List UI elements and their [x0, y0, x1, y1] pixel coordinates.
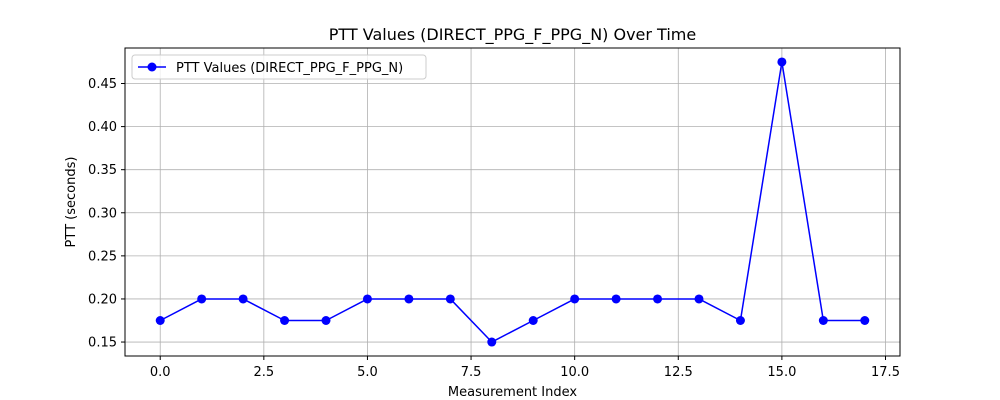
data-point [528, 315, 538, 325]
y-tick-label: 0.35 [88, 163, 117, 178]
data-point [611, 294, 621, 304]
x-tick-label: 10.0 [560, 365, 589, 380]
data-point [653, 294, 663, 304]
data-point [694, 294, 704, 304]
y-tick-label: 0.20 [88, 292, 117, 307]
x-axis-label: Measurement Index [448, 385, 577, 400]
legend-box [131, 54, 427, 80]
x-tick-label: 2.5 [253, 365, 274, 380]
data-point [362, 294, 372, 304]
y-axis-label: PTT (seconds) [64, 157, 79, 248]
data-point [445, 294, 455, 304]
data-point [487, 337, 497, 347]
data-point [404, 294, 414, 304]
y-tick-label: 0.40 [88, 120, 117, 135]
y-tick-label: 0.15 [88, 336, 117, 351]
x-axis-ticks: 0.0 2.5 5.0 7.5 10.0 12.5 15.0 17.5 [150, 356, 900, 380]
chart-title: PTT Values (DIRECT_PPG_F_PPG_N) Over Tim… [329, 25, 696, 45]
y-tick-label: 0.25 [88, 249, 117, 264]
x-tick-label: 0.0 [150, 365, 171, 380]
data-point [280, 315, 290, 325]
x-tick-label: 12.5 [664, 365, 693, 380]
series-line [159, 61, 865, 343]
data-point [238, 294, 248, 304]
x-tick-label: 5.0 [357, 365, 378, 380]
data-point [735, 315, 745, 325]
legend: PTT Values (DIRECT_PPG_F_PPG_N) [131, 54, 427, 80]
legend-label: PTT Values (DIRECT_PPG_F_PPG_N) [176, 61, 403, 76]
data-point [777, 57, 787, 67]
data-point [321, 315, 331, 325]
x-tick-label: 15.0 [767, 365, 796, 380]
grid [125, 48, 900, 356]
plot-frame [124, 47, 901, 357]
y-tick-label: 0.45 [88, 77, 117, 92]
data-point [570, 294, 580, 304]
data-point [860, 315, 870, 325]
series-layer [155, 57, 870, 347]
y-axis-ticks: 0.15 0.20 0.25 0.30 0.35 0.40 0.45 [88, 77, 125, 351]
data-point [155, 315, 165, 325]
x-tick-label: 7.5 [461, 365, 482, 380]
x-tick-label: 17.5 [871, 365, 900, 380]
legend-marker [147, 62, 157, 72]
data-point [818, 315, 828, 325]
data-point [197, 294, 207, 304]
y-tick-label: 0.30 [88, 206, 117, 221]
